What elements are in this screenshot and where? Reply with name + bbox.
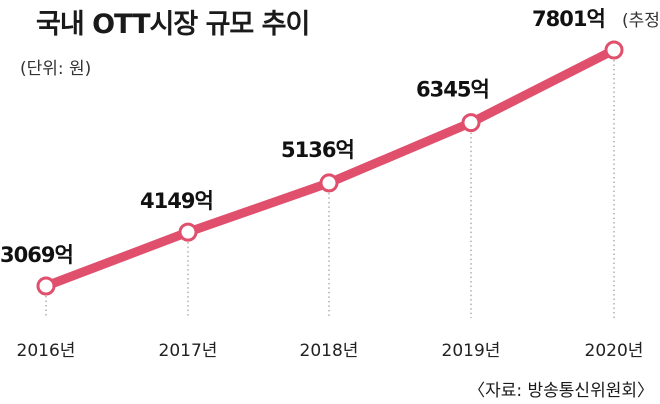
- data-point-3: [461, 113, 481, 133]
- x-tick-label-2: 2018년: [300, 341, 359, 361]
- series-line: [41, 45, 619, 291]
- data-point-4: [604, 40, 624, 60]
- x-tick-label-4: 2020년: [585, 341, 644, 361]
- estimate-note: (추정): [622, 11, 660, 31]
- data-point-2: [319, 173, 339, 193]
- data-point-1: [178, 222, 198, 242]
- data-label-3: 6345억: [416, 78, 489, 102]
- data-label-0: 3069억: [0, 243, 73, 267]
- chart-title: 국내 OTT시장 규모 추이: [36, 9, 310, 40]
- data-label-4: 7801억: [532, 7, 605, 31]
- unit-label: (단위: 원): [20, 59, 92, 79]
- source-note: 〈자료: 방송통신위원회〉: [468, 381, 654, 401]
- data-label-2: 5136억: [281, 138, 354, 162]
- data-point-0: [36, 276, 56, 296]
- data-label-1: 4149억: [140, 189, 213, 213]
- x-tick-label-0: 2016년: [17, 341, 76, 361]
- x-tick-label-1: 2017년: [159, 341, 218, 361]
- x-tick-label-3: 2019년: [442, 341, 501, 361]
